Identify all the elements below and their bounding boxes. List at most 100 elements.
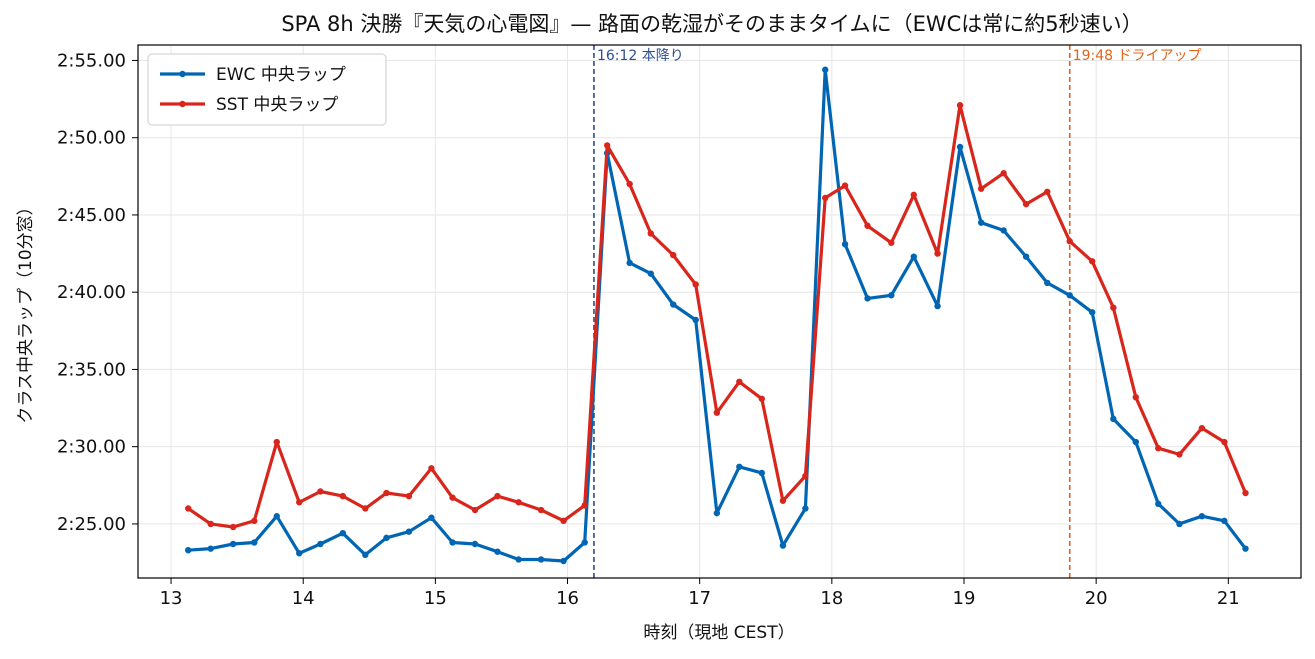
data-point	[956, 102, 964, 109]
data-point	[537, 556, 545, 563]
x-tick-label: 18	[820, 588, 843, 609]
event-label: 19:48 ドライアップ	[1073, 48, 1202, 64]
legend: EWC 中央ラップ SST 中央ラップ	[147, 53, 387, 126]
data-point	[934, 302, 941, 310]
data-point	[1155, 445, 1162, 452]
data-point	[977, 219, 985, 226]
x-tick-label: 15	[424, 588, 447, 609]
data-point	[515, 556, 522, 563]
x-tick-label: 21	[1217, 588, 1240, 609]
data-point	[934, 250, 941, 257]
data-point	[207, 545, 214, 552]
data-point	[910, 191, 917, 199]
data-point	[1022, 200, 1030, 208]
data-point	[603, 142, 611, 149]
data-point	[888, 239, 895, 246]
data-point	[626, 180, 633, 188]
data-point	[185, 505, 192, 512]
data-point	[713, 409, 721, 416]
data-point	[537, 506, 545, 514]
data-point	[1110, 304, 1117, 311]
y-tick-label: 2:50.00	[57, 128, 126, 149]
data-point	[317, 488, 324, 495]
data-point	[1198, 424, 1206, 432]
data-point	[1221, 438, 1228, 446]
plot-frame	[137, 44, 1302, 579]
data-point	[864, 222, 871, 229]
data-point	[626, 259, 633, 267]
y-tick-label: 2:45.00	[57, 205, 126, 226]
data-point	[207, 520, 214, 528]
data-point	[647, 230, 654, 237]
gridlines	[138, 45, 1301, 578]
data-point	[758, 469, 765, 477]
annotation-lines	[593, 45, 1071, 578]
data-point	[713, 509, 721, 517]
data-point	[362, 505, 369, 512]
data-point	[1242, 489, 1249, 497]
data-point	[1132, 438, 1140, 446]
data-point	[428, 465, 435, 472]
data-point	[802, 472, 809, 480]
data-point	[758, 395, 765, 402]
data-point	[779, 497, 787, 504]
legend-marker	[179, 70, 186, 78]
data-point	[670, 251, 677, 259]
x-tick-label: 20	[1085, 588, 1108, 609]
data-point	[1066, 292, 1073, 299]
data-point	[1088, 258, 1096, 265]
data-point	[910, 253, 917, 260]
data-point	[888, 292, 895, 299]
data-point	[822, 66, 829, 73]
y-tick-label: 2:30.00	[57, 437, 126, 458]
x-tick-label: 17	[688, 588, 711, 609]
data-point	[1044, 279, 1051, 287]
data-point	[647, 270, 654, 277]
legend-label: EWC 中央ラップ	[216, 65, 346, 85]
data-point	[1110, 415, 1117, 423]
data-point	[428, 514, 435, 521]
data-point	[1242, 545, 1249, 552]
data-point	[581, 502, 588, 509]
data-point	[822, 194, 829, 202]
data-point	[494, 548, 501, 555]
y-tick-label: 2:55.00	[57, 50, 126, 71]
data-point	[736, 378, 743, 385]
data-point	[560, 517, 567, 525]
data-point	[670, 301, 677, 308]
y-axis: 2:25.00 2:30.00 2:35.00 2:40.00 2:45.00 2:50.…	[57, 50, 138, 535]
data-point	[1198, 513, 1206, 520]
data-point	[1022, 253, 1030, 260]
chart-title: SPA 8h 決勝『天気の心電図』— 路面の乾湿がそのままタイムに（EWCは常に…	[281, 12, 1142, 36]
data-point	[841, 182, 849, 189]
x-tick-label: 13	[160, 588, 183, 609]
data-point	[229, 540, 237, 548]
data-point	[362, 551, 369, 559]
data-point	[1132, 394, 1140, 401]
data-point	[251, 539, 258, 546]
data-point	[779, 542, 787, 549]
data-point	[1176, 520, 1183, 528]
data-point	[339, 529, 347, 537]
data-point	[1176, 451, 1183, 458]
data-point	[449, 494, 456, 501]
data-point	[185, 546, 192, 554]
data-point	[317, 540, 324, 548]
data-point	[956, 143, 964, 151]
data-point	[251, 517, 258, 525]
data-point	[471, 540, 479, 548]
data-point	[273, 513, 280, 520]
data-point	[405, 492, 413, 500]
legend-marker	[179, 100, 186, 108]
data-point	[841, 241, 849, 248]
annotation-labels: 16:12 本降り 19:48 ドライアップ	[597, 48, 1202, 64]
x-tick-label: 16	[556, 588, 579, 609]
x-tick-label: 14	[292, 588, 315, 609]
data-point	[977, 185, 985, 192]
data-point	[229, 523, 237, 531]
data-point	[692, 316, 699, 324]
series-layer	[185, 66, 1249, 565]
data-point	[494, 492, 501, 500]
